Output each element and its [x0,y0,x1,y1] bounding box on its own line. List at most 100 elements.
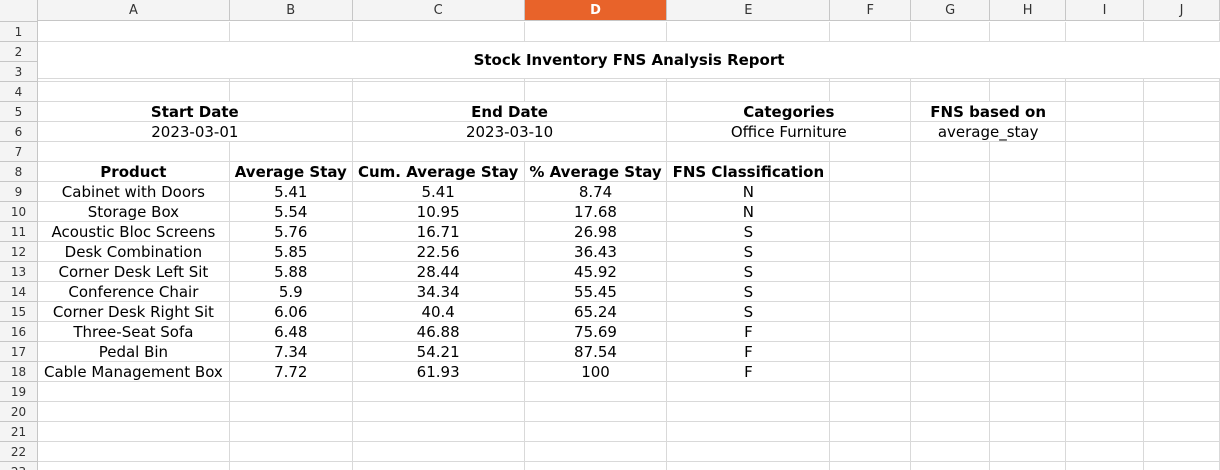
cell-c9[interactable]: 5.41 [352,182,525,202]
cell-a11[interactable]: Acoustic Bloc Screens [37,222,230,242]
empty-cell[interactable] [1144,382,1220,402]
empty-cell[interactable] [353,462,525,470]
cell-d13[interactable]: 45.92 [524,262,668,282]
empty-cell[interactable] [830,362,912,382]
empty-cell[interactable] [1066,322,1145,342]
empty-cell[interactable] [1144,182,1220,202]
row-header-7[interactable]: 7 [0,142,38,162]
empty-cell[interactable] [229,82,353,102]
empty-cell[interactable] [911,302,991,322]
column-header-e[interactable]: E [667,0,831,21]
cell-a10[interactable]: Storage Box [37,202,230,222]
empty-cell[interactable] [911,222,991,242]
empty-cell[interactable] [352,422,525,442]
cell-e14[interactable]: S [667,282,831,302]
empty-cell[interactable] [1066,382,1145,402]
row-header-1[interactable]: 1 [0,22,38,42]
cell-b17[interactable]: 7.34 [229,342,353,362]
empty-cell[interactable] [990,442,1067,462]
empty-cell[interactable] [524,442,668,462]
cell-a18[interactable]: Cable Management Box [37,362,230,382]
row-header-19[interactable]: 19 [0,382,38,402]
empty-cell[interactable] [229,382,353,402]
empty-cell[interactable] [990,242,1067,262]
empty-cell[interactable] [990,362,1067,382]
empty-cell[interactable] [1144,442,1220,462]
empty-cell[interactable] [1144,222,1220,242]
empty-cell[interactable] [667,462,831,470]
column-header-d[interactable]: D [524,0,668,21]
empty-cell[interactable] [911,322,991,342]
empty-cell[interactable] [352,22,525,42]
cell-c16[interactable]: 46.88 [352,322,525,342]
empty-cell[interactable] [524,402,668,422]
column-header-h[interactable]: H [990,0,1067,21]
empty-cell[interactable] [911,82,991,102]
empty-cell[interactable] [830,22,912,42]
cell-a5[interactable]: Start Date [37,102,353,122]
cell-b10[interactable]: 5.54 [229,202,353,222]
cell-e18[interactable]: F [667,362,831,382]
cell-d14[interactable]: 55.45 [524,282,668,302]
cell-a14[interactable]: Conference Chair [37,282,230,302]
empty-cell[interactable] [667,402,831,422]
empty-cell[interactable] [524,422,668,442]
cell-e12[interactable]: S [667,242,831,262]
cell-c12[interactable]: 22.56 [352,242,525,262]
empty-cell[interactable] [911,362,991,382]
empty-cell[interactable] [830,342,912,362]
row-header-14[interactable]: 14 [0,282,38,302]
empty-cell[interactable] [1144,262,1220,282]
cell-c14[interactable]: 34.34 [352,282,525,302]
empty-cell[interactable] [1144,362,1220,382]
empty-cell[interactable] [830,142,912,162]
empty-cell[interactable] [990,82,1067,102]
cell-d12[interactable]: 36.43 [524,242,668,262]
empty-cell[interactable] [352,402,525,422]
cell-a16[interactable]: Three-Seat Sofa [37,322,230,342]
cell-b8[interactable]: Average Stay [229,162,353,182]
empty-cell[interactable] [1066,302,1145,322]
cell-d8[interactable]: % Average Stay [524,162,668,182]
empty-cell[interactable] [524,82,668,102]
cell-b15[interactable]: 6.06 [229,302,353,322]
column-header-f[interactable]: F [830,0,912,21]
row-header-5[interactable]: 5 [0,102,38,122]
select-all-corner[interactable] [0,0,38,22]
empty-cell[interactable] [667,22,831,42]
cell-c6[interactable]: 2023-03-10 [352,122,668,142]
row-header-9[interactable]: 9 [0,182,38,202]
cell-b18[interactable]: 7.72 [229,362,353,382]
empty-cell[interactable] [37,422,230,442]
empty-cell[interactable] [990,182,1067,202]
cell-d11[interactable]: 26.98 [524,222,668,242]
empty-cell[interactable] [830,222,912,242]
empty-cell[interactable] [1144,142,1220,162]
row-header-18[interactable]: 18 [0,362,38,382]
row-header-20[interactable]: 20 [0,402,38,422]
empty-cell[interactable] [1144,322,1220,342]
cell-e8[interactable]: FNS Classification [667,162,831,182]
cell-b9[interactable]: 5.41 [229,182,353,202]
cell-b11[interactable]: 5.76 [229,222,353,242]
empty-cell[interactable] [990,402,1067,422]
cell-b14[interactable]: 5.9 [229,282,353,302]
row-header-17[interactable]: 17 [0,342,38,362]
column-header-b[interactable]: B [229,0,353,21]
cell-a17[interactable]: Pedal Bin [37,342,230,362]
row-header-6[interactable]: 6 [0,122,38,142]
cell-e16[interactable]: F [667,322,831,342]
empty-cell[interactable] [229,22,353,42]
empty-cell[interactable] [830,422,912,442]
empty-cell[interactable] [830,302,912,322]
empty-cell[interactable] [911,342,991,362]
empty-cell[interactable] [911,22,991,42]
empty-cell[interactable] [667,142,831,162]
empty-cell[interactable] [1066,102,1145,122]
cell-d16[interactable]: 75.69 [524,322,668,342]
empty-cell[interactable] [1144,242,1220,262]
row-header-16[interactable]: 16 [0,322,38,342]
empty-cell[interactable] [990,162,1067,182]
empty-cell[interactable] [990,22,1067,42]
empty-cell[interactable] [830,282,912,302]
